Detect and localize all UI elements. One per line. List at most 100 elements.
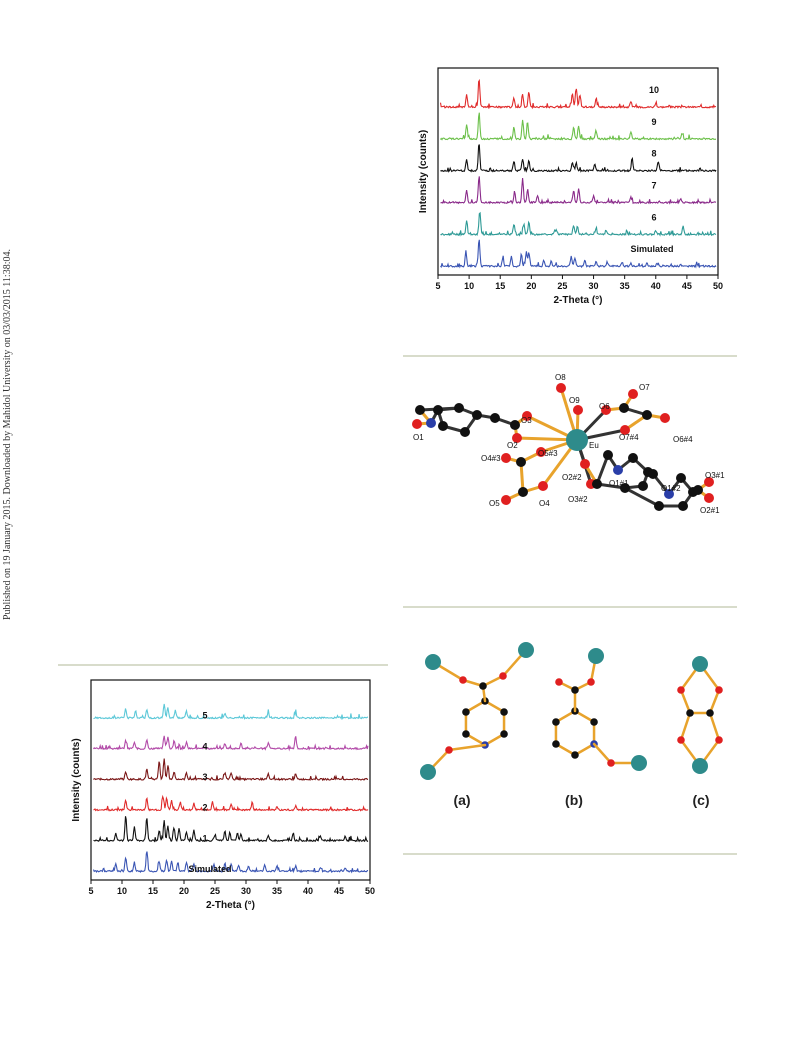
x-tick-label: 25: [557, 281, 567, 291]
series-label-3: 3: [202, 772, 207, 782]
atom-label: O9: [569, 396, 580, 405]
series-label-10: 10: [649, 85, 659, 95]
oxygen-atom: [501, 453, 511, 463]
carbon-atom: [433, 405, 443, 415]
carbon-atom: [462, 730, 470, 738]
carbon-atom: [462, 708, 470, 716]
oxygen-atom: [704, 493, 714, 503]
atom-label: O3#1: [705, 471, 725, 480]
y-axis-title: Intensity (counts): [71, 738, 82, 821]
subfigure-label: (b): [565, 792, 583, 808]
eu-coordination-structure: O8 O7 O9 O6 O3 O6#4 O1 O2 Eu O7#4 O4#3 O5#3 O2#2 O3#1…: [403, 360, 737, 520]
nitrogen-atom: [664, 489, 674, 499]
series-label-Simulated: Simulated: [188, 864, 231, 874]
x-tick-label: 45: [682, 281, 692, 291]
series-line-4: [93, 735, 369, 752]
oxygen-atom: [601, 405, 611, 415]
oxygen-atom: [499, 672, 507, 680]
x-axis-title: 2-Theta (°): [554, 295, 603, 306]
x-tick-label: 10: [464, 281, 474, 291]
carbon-atom: [693, 485, 703, 495]
xrd-chart-1-5: 5 10 15 20 25 30 35 40 45 50 2-Theta (°) Intensity …: [60, 672, 390, 932]
coordination-modes-svg: (a) (b) (c): [420, 642, 723, 808]
x-tick-label: 30: [589, 281, 599, 291]
oxygen-atom: [501, 495, 511, 505]
series-label-6: 6: [651, 212, 656, 222]
oxygen-atom: [715, 736, 723, 744]
carbon-atom: [571, 686, 579, 694]
carbon-atom: [676, 473, 686, 483]
y-axis-title: Intensity (counts): [418, 130, 429, 213]
series-line-2: [93, 794, 369, 813]
carbon-atom: [500, 708, 508, 716]
x-tick-label: 15: [148, 886, 158, 896]
series-label-7: 7: [651, 180, 656, 190]
carbon-atom: [628, 453, 638, 463]
atom-label: Eu: [589, 441, 599, 450]
series-label-9: 9: [651, 117, 656, 127]
x-axis-title: 2-Theta (°): [206, 900, 255, 911]
carbon-atom: [438, 421, 448, 431]
carbon-atom: [516, 457, 526, 467]
series-line-8: [440, 144, 717, 173]
divider-4: [58, 664, 388, 666]
carbon-atom: [454, 403, 464, 413]
europium-atom: [420, 764, 436, 780]
x-tick-label: 35: [272, 886, 282, 896]
bond: [519, 460, 525, 494]
xrd-chart-1-5-svg: 5 10 15 20 25 30 35 40 45 502-Theta (°)Intensity …: [71, 679, 375, 911]
x-tick-label: 50: [365, 886, 375, 896]
atom-label: O1: [413, 433, 424, 442]
bond: [679, 688, 692, 715]
atom-label: O1#1: [609, 479, 629, 488]
carbon-atom: [603, 450, 613, 460]
carbon-atom: [592, 479, 602, 489]
oxygen-atom: [628, 389, 638, 399]
carbon-atom: [706, 709, 714, 717]
series-line-9: [440, 112, 717, 142]
atom-label: O6#4: [673, 435, 693, 444]
series-line-Simulated: [440, 239, 717, 269]
carbon-atom: [552, 718, 560, 726]
series-line-3: [93, 758, 368, 782]
xrd-chart-6-10: 5 10 15 20 25 30 35 40 45 50 2-Theta (°) Intensity …: [410, 60, 740, 320]
oxygen-atom: [607, 759, 615, 767]
oxygen-atom: [587, 678, 595, 686]
nitrogen-atom: [426, 418, 436, 428]
oxygen-atom: [556, 383, 566, 393]
europium-atom: [631, 755, 647, 771]
carbon-atom: [479, 682, 487, 690]
oxygen-atom: [555, 678, 563, 686]
bond: [592, 742, 613, 765]
atom-label: O5: [489, 499, 500, 508]
carbon-atom: [619, 403, 629, 413]
series-label-2: 2: [202, 803, 207, 813]
carbon-atom: [648, 469, 658, 479]
oxygen-atom: [677, 736, 685, 744]
series-line-5: [93, 703, 368, 721]
atom-label: O7#4: [619, 433, 639, 442]
coordination-modes: (a) (b) (c): [403, 620, 737, 820]
x-tick-label: 35: [620, 281, 630, 291]
series-label-Simulated: Simulated: [630, 244, 673, 254]
carbon-atom: [552, 740, 560, 748]
atom-label: O4: [539, 499, 550, 508]
oxygen-atom: [620, 425, 630, 435]
series-label-4: 4: [202, 741, 207, 751]
atom-label: O7: [639, 383, 650, 392]
x-tick-label: 40: [651, 281, 661, 291]
x-tick-label: 20: [179, 886, 189, 896]
oxygen-atom: [580, 459, 590, 469]
europium-atom: [425, 654, 441, 670]
carbon-atom: [518, 487, 528, 497]
carbon-atom: [590, 718, 598, 726]
oxygen-atom: [660, 413, 670, 423]
bond: [623, 486, 661, 508]
divider-3: [403, 853, 737, 855]
series-line-7: [440, 176, 717, 205]
publication-watermark: Published on 19 January 2015. Downloaded…: [2, 249, 13, 620]
carbon-atom: [472, 410, 482, 420]
plot-frame: [437, 67, 719, 276]
x-tick-label: 30: [241, 886, 251, 896]
bond: [595, 453, 610, 486]
